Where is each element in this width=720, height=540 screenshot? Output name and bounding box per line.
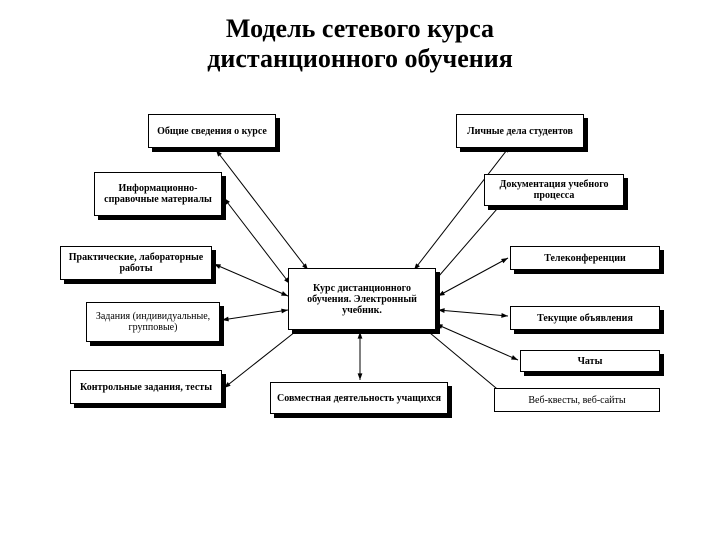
diagram-node-center: Курс дистанционного обучения. Электронны… — [288, 268, 436, 330]
diagram-node-n3: Практические, лабораторные работы — [60, 246, 212, 280]
diagram-node-n5: Контрольные задания, тесты — [70, 370, 222, 404]
diagram-node-n2: Информационно-справочные материалы — [94, 172, 222, 216]
diagram-node-n4: Задания (индивидуальные, групповые) — [86, 302, 220, 342]
diagram-node-n10: Текущие объявления — [510, 306, 660, 330]
diagram-node-n6: Совместная деятельность учащихся — [270, 382, 448, 414]
diagram-canvas: Курс дистанционного обучения. Электронны… — [40, 110, 680, 510]
diagram-node-n8: Документация учебного процесса — [484, 174, 624, 206]
diagram-node-n11: Чаты — [520, 350, 660, 372]
diagram-node-n9: Телеконференции — [510, 246, 660, 270]
title-line2: дистанционного обучения — [207, 44, 513, 73]
page-title: Модель сетевого курса дистанционного обу… — [0, 14, 720, 74]
diagram-node-n7: Личные дела студентов — [456, 114, 584, 148]
title-line1: Модель сетевого курса — [226, 14, 494, 43]
diagram-node-n12: Веб-квесты, веб-сайты — [494, 388, 660, 412]
diagram-node-n1: Общие сведения о курсе — [148, 114, 276, 148]
